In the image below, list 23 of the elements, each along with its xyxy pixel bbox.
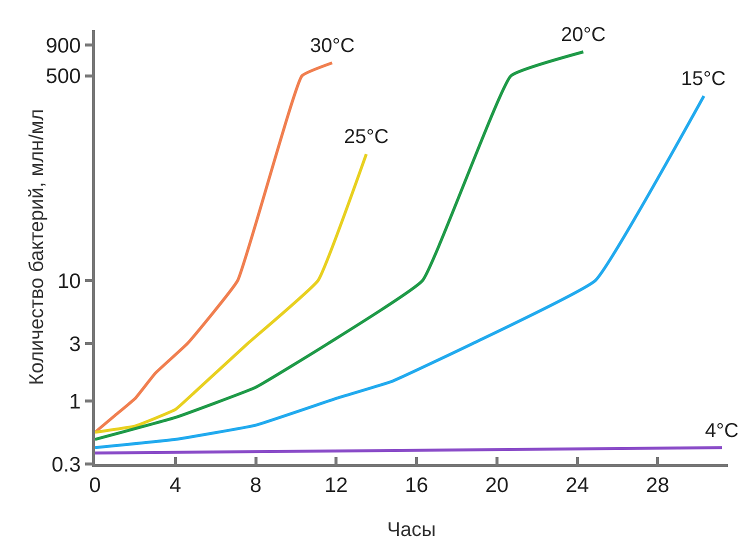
line-series: [95, 152, 368, 434]
x-tick-label: 0: [89, 474, 101, 498]
y-axis-title: Количество бактерий, млн/мл: [26, 108, 48, 386]
y-tick-label: 1: [69, 390, 81, 414]
x-tick-label: 12: [324, 474, 348, 498]
x-tick-label: 24: [566, 474, 590, 498]
y-tick-label: 3: [69, 332, 81, 356]
x-tick-label: 16: [404, 474, 428, 498]
series-label: 4°C: [705, 420, 739, 442]
x-tick-label: 8: [250, 474, 262, 498]
series-label: 20°C: [561, 24, 606, 46]
x-tick-label: 20: [485, 474, 509, 498]
y-tick-label: 500: [46, 65, 81, 88]
series-label: 30°C: [310, 35, 355, 57]
y-tick-label: 900: [46, 34, 81, 58]
series-label: 25°C: [344, 126, 389, 148]
line-series: [95, 94, 706, 450]
x-axis-title: Часы: [387, 519, 436, 541]
y-tick-label: 10: [57, 270, 81, 293]
x-tick-label: 28: [646, 474, 670, 498]
x-tick-label: 4: [170, 474, 182, 498]
y-tick-label: 0.3: [52, 453, 81, 476]
series-label: 15°C: [681, 68, 726, 90]
